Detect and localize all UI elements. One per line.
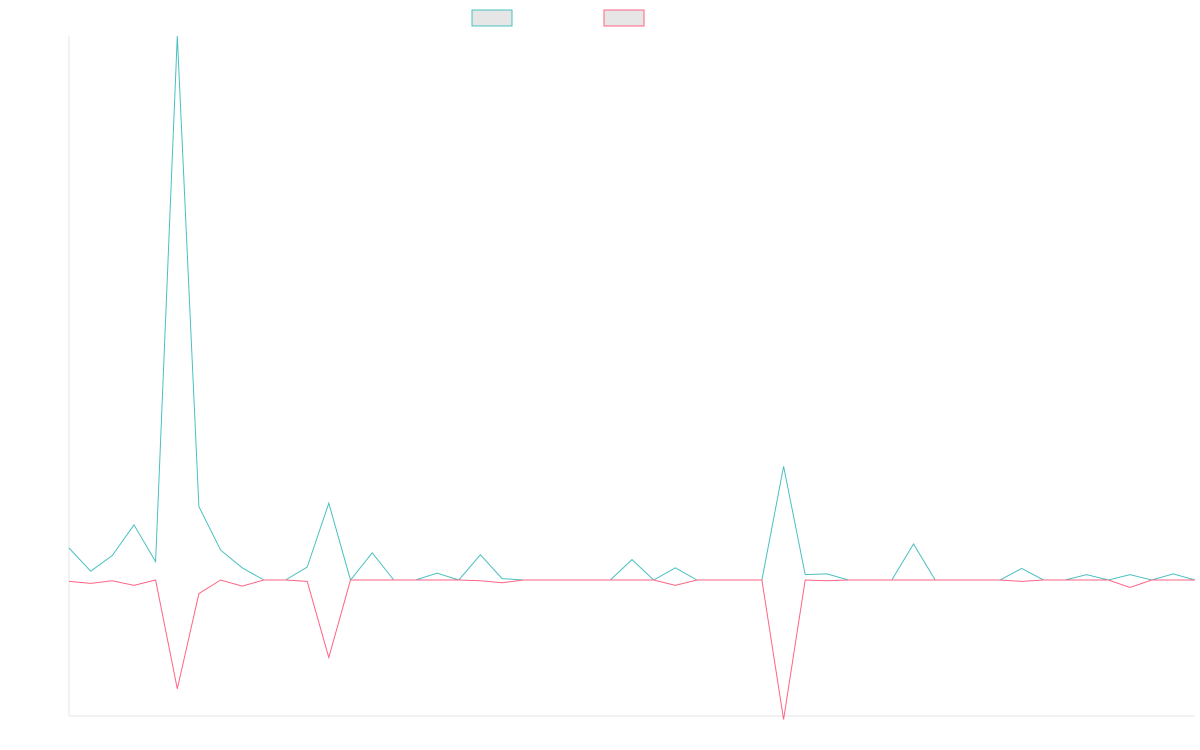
legend-item-1[interactable] [471,9,513,27]
legend-item-2[interactable] [603,9,645,27]
legend-swatch-1 [471,9,513,27]
series-layer [68,35,1196,720]
series-line-1 [68,35,1196,582]
legend-swatch-2 [603,9,645,27]
axes [68,36,1195,717]
legend [471,9,645,27]
series-line-2 [68,579,1195,720]
